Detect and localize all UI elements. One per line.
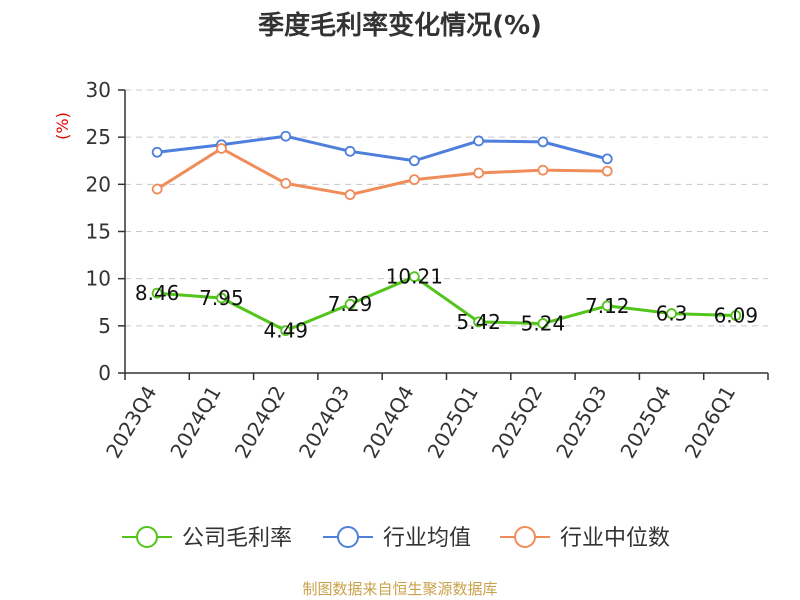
y-tick-label: 10 [86,267,111,291]
x-tick-label: 2024Q2 [230,382,290,463]
company-point [151,287,163,299]
y-axis-label: (%) [53,112,72,140]
industry-median-point [473,167,485,179]
y-tick-label: 5 [98,314,111,338]
x-tick-label: 2024Q4 [358,382,418,463]
company-point [408,271,420,283]
chart-title: 季度毛利率变化情况(%) [258,10,542,41]
industry-median-point [601,165,613,177]
legend-label: 公司毛利率 [182,526,292,551]
data-label: 7.29 [328,292,373,316]
legend-label: 行业中位数 [560,526,670,551]
data-label: 5.24 [521,312,566,336]
industry-median-point [344,189,356,201]
data-label: 4.49 [263,319,308,343]
x-tick-label: 2024Q1 [165,382,225,463]
company-point [344,298,356,310]
y-tick-label: 15 [86,220,111,244]
data-label: 7.12 [585,294,630,318]
company-point [537,318,549,329]
company-point [730,310,742,321]
industry-mean-line [156,134,608,163]
data-label: 8.46 [135,281,180,305]
company-point [280,325,292,337]
legend-swatch-marker [514,526,536,548]
industry-mean-point [537,136,549,148]
legend-item-industry-mean[interactable]: 行业均值 [323,526,471,551]
industry-mean-point [151,146,163,158]
industry-median-line [156,146,608,197]
industry-mean-point [408,155,420,167]
industry-mean-point [601,153,613,165]
data-label: 10.21 [386,265,443,289]
industry-mean-point [473,135,485,147]
legend-label: 行业均值 [383,526,471,551]
x-tick-label: 2025Q1 [423,382,483,463]
y-tick-label: 20 [86,172,111,196]
x-tick-label: 2025Q2 [487,382,547,463]
data-labels: 8.46 7.95 4.49 7.29 10.21 5.42 5.24 7.12 6.3 6.09 [135,265,758,343]
x-tick-label: 2024Q3 [294,382,354,463]
y-tick-label: 30 [86,78,111,102]
company-point [473,316,485,328]
industry-mean-point [280,130,292,142]
legend-swatch-marker [136,526,158,548]
legend-swatch-marker [337,526,359,548]
industry-mean-point [344,145,356,157]
company-point [216,292,227,304]
legend[interactable]: 公司毛利率 行业均值 行业中位数 [122,526,670,551]
data-label: 7.95 [199,286,244,310]
data-label: 5.42 [456,310,501,334]
industry-median-point [216,143,227,154]
company-point [601,300,613,312]
x-tick-label: 2026Q1 [680,382,740,463]
industry-median-point [151,183,163,195]
y-tick-label: 25 [86,125,111,149]
x-tick-label: 2023Q4 [101,382,161,463]
y-tick-label: 0 [98,361,111,385]
legend-item-company[interactable]: 公司毛利率 [122,526,292,551]
industry-median-point [537,164,549,176]
series-lines [151,130,742,337]
industry-median-point [280,177,292,189]
x-tick-label: 2025Q3 [551,382,611,463]
data-label: 6.09 [714,304,759,328]
x-tick-label: 2025Q4 [615,382,675,463]
data-label: 6.3 [656,302,688,326]
company-line [157,275,736,333]
source-note: 制图数据来自恒生聚源数据库 [302,580,497,598]
company-point [666,308,677,319]
industry-median-point [408,174,420,186]
grid-lines [125,89,768,327]
legend-item-industry-median[interactable]: 行业中位数 [500,526,670,551]
